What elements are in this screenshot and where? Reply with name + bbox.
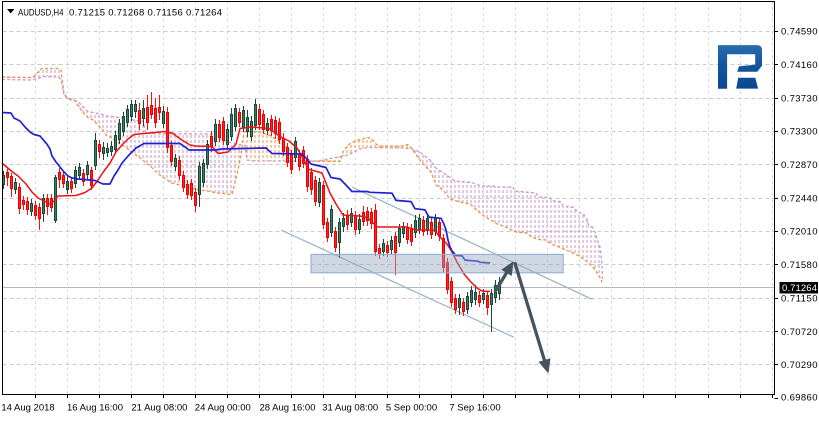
- svg-text:0.71580: 0.71580: [781, 260, 818, 271]
- svg-text:14 Aug 2018: 14 Aug 2018: [1, 403, 54, 414]
- svg-text:AUDUSD,H4: AUDUSD,H4: [18, 7, 64, 18]
- svg-text:0.71264: 0.71264: [782, 283, 817, 294]
- svg-text:5 Sep 00:00: 5 Sep 00:00: [386, 403, 437, 414]
- svg-text:0.70290: 0.70290: [781, 360, 818, 371]
- svg-text:24 Aug 00:00: 24 Aug 00:00: [195, 403, 251, 414]
- svg-text:31 Aug 08:00: 31 Aug 08:00: [322, 403, 378, 414]
- svg-text:7 Sep 16:00: 7 Sep 16:00: [449, 403, 500, 414]
- svg-text:0.73300: 0.73300: [781, 127, 818, 138]
- svg-text:0.71150: 0.71150: [781, 293, 818, 304]
- svg-text:0.71215 0.71268 0.71156 0.7126: 0.71215 0.71268 0.71156 0.71264: [69, 7, 222, 18]
- svg-text:0.70720: 0.70720: [781, 327, 818, 338]
- svg-text:0.69860: 0.69860: [781, 393, 818, 404]
- svg-text:0.72870: 0.72870: [781, 160, 818, 171]
- svg-text:0.74160: 0.74160: [781, 60, 818, 71]
- svg-text:0.73730: 0.73730: [781, 93, 818, 104]
- svg-text:0.72440: 0.72440: [781, 193, 818, 204]
- svg-text:0.74590: 0.74590: [781, 27, 818, 38]
- svg-text:0.72010: 0.72010: [781, 227, 818, 238]
- svg-text:28 Aug 16:00: 28 Aug 16:00: [260, 403, 316, 414]
- svg-text:21 Aug 08:00: 21 Aug 08:00: [131, 403, 187, 414]
- svg-text:16 Aug 16:00: 16 Aug 16:00: [67, 403, 123, 414]
